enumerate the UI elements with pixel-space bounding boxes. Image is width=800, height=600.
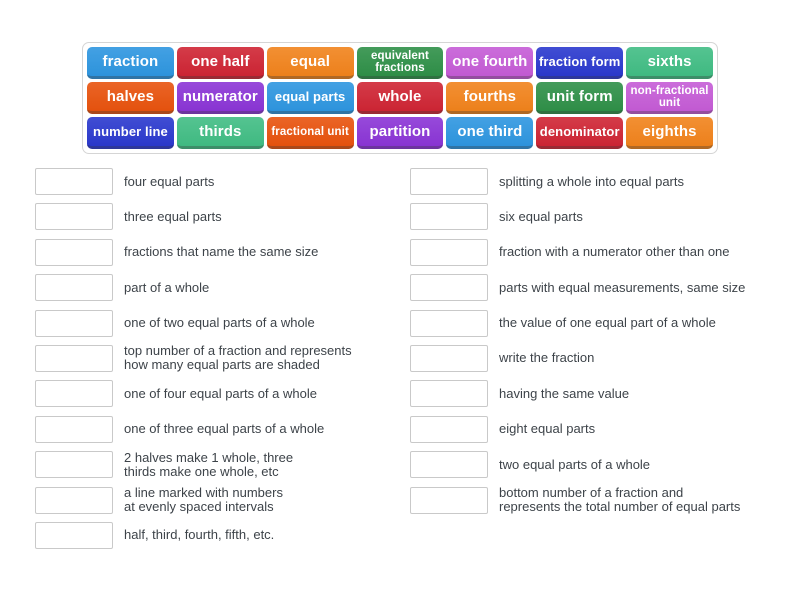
match-item-text: fraction with a numerator other than one	[499, 244, 730, 260]
answer-slot[interactable]	[410, 380, 488, 408]
word-tile[interactable]: numerator	[176, 82, 264, 114]
match-row: fractions that name the same size	[35, 238, 352, 266]
match-item-text: eight equal parts	[499, 421, 596, 437]
word-tile[interactable]: equivalent fractions	[356, 47, 444, 79]
word-tile[interactable]: fractional unit	[266, 117, 354, 149]
match-item-text: six equal parts	[499, 208, 583, 224]
word-tile[interactable]: number line	[87, 117, 174, 149]
answer-slot[interactable]	[35, 274, 113, 302]
match-item-text: half, third, fourth, fifth, etc.	[124, 527, 275, 543]
match-item-text: four equal parts	[124, 173, 215, 189]
answer-slot[interactable]	[35, 203, 113, 231]
match-item-text: bottom number of a fraction and represen…	[499, 485, 741, 515]
match-item-text: a line marked with numbers at evenly spa…	[124, 485, 283, 515]
match-item-text: one of three equal parts of a whole	[124, 421, 325, 437]
word-tile[interactable]: equal	[266, 47, 354, 79]
match-row: parts with equal measurements, same size	[410, 274, 746, 302]
match-column-left: four equal parts three equal parts fractio…	[35, 168, 352, 557]
match-row: having the same value	[410, 380, 745, 408]
word-tile[interactable]: thirds	[176, 117, 264, 149]
answer-slot[interactable]	[410, 486, 488, 514]
match-item-text: one of two equal parts of a whole	[124, 315, 315, 331]
word-tile[interactable]: denominator	[536, 117, 624, 149]
answer-slot[interactable]	[35, 415, 113, 443]
answer-slot[interactable]	[35, 168, 113, 195]
match-row: one of two equal parts of a whole	[35, 309, 352, 337]
match-row: a line marked with numbers at evenly spa…	[35, 485, 352, 515]
answer-slot[interactable]	[410, 203, 488, 231]
answer-slot[interactable]	[410, 451, 488, 479]
match-row: bottom number of a fraction and represen…	[410, 485, 745, 515]
word-tile[interactable]: halves	[87, 82, 174, 114]
answer-slot[interactable]	[410, 309, 488, 337]
word-tile[interactable]: one third	[446, 117, 534, 149]
match-row: one of four equal parts of a whole	[35, 380, 352, 408]
answer-slot[interactable]	[35, 238, 113, 266]
answer-slot[interactable]	[35, 521, 113, 549]
answer-slot[interactable]	[410, 274, 488, 302]
match-row: fraction with a numerator other than one	[410, 238, 745, 266]
answer-slot[interactable]	[410, 238, 488, 266]
match-item-text: fractions that name the same size	[124, 244, 319, 260]
match-row: six equal parts	[410, 203, 745, 231]
answer-slot[interactable]	[410, 415, 488, 443]
word-tile[interactable]: sixths	[626, 47, 713, 79]
word-tile[interactable]: eighths	[626, 117, 713, 149]
word-tile[interactable]: fraction	[87, 47, 174, 79]
answer-slot[interactable]	[410, 168, 488, 195]
match-row: the value of one equal part of a whole	[410, 309, 745, 337]
match-row: part of a whole	[35, 274, 352, 302]
match-item-text: one of four equal parts of a whole	[124, 385, 317, 401]
word-bank: fraction one half equal equivalent fraction…	[82, 42, 718, 154]
match-item-text: three equal parts	[124, 208, 222, 224]
match-row: eight equal parts	[410, 415, 745, 443]
answer-slot[interactable]	[35, 380, 113, 408]
match-row: top number of a fraction and represents …	[35, 343, 352, 373]
word-tile[interactable]: fourths	[446, 82, 534, 114]
answer-slot[interactable]	[35, 344, 113, 372]
match-item-text: part of a whole	[124, 279, 210, 295]
match-item-text: having the same value	[499, 385, 630, 401]
word-tile[interactable]: fraction form	[536, 47, 624, 79]
word-tile[interactable]: partition	[356, 117, 444, 149]
word-tile[interactable]: equal parts	[266, 82, 354, 114]
word-tile[interactable]: unit form	[536, 82, 624, 114]
match-item-text: write the fraction	[499, 350, 595, 366]
answer-slot[interactable]	[35, 451, 113, 479]
match-item-text: two equal parts of a whole	[499, 456, 651, 472]
match-row: four equal parts	[35, 168, 352, 195]
match-row: 2 halves make 1 whole, three thirds make…	[35, 449, 352, 479]
match-row: half, third, fourth, fifth, etc.	[35, 521, 352, 549]
match-item-text: the value of one equal part of a whole	[499, 315, 716, 331]
match-row: one of three equal parts of a whole	[35, 415, 352, 443]
match-row: write the fraction	[410, 344, 745, 372]
match-item-text: parts with equal measurements, same size	[499, 279, 746, 295]
match-row: three equal parts	[35, 203, 352, 231]
word-tile[interactable]: one half	[176, 47, 264, 79]
match-row: splitting a whole into equal parts	[410, 168, 745, 195]
word-tile[interactable]: one fourth	[446, 47, 534, 79]
word-tile[interactable]: whole	[356, 82, 444, 114]
match-item-text: top number of a fraction and represents …	[124, 343, 352, 373]
match-item-text: 2 halves make 1 whole, three thirds make…	[124, 449, 294, 479]
match-column-right: splitting a whole into equal parts six eq…	[410, 168, 745, 522]
word-bank-grid: fraction one half equal equivalent fraction…	[87, 47, 713, 149]
answer-slot[interactable]	[410, 344, 488, 372]
answer-slot[interactable]	[35, 486, 113, 514]
answer-slot[interactable]	[35, 309, 113, 337]
match-item-text: splitting a whole into equal parts	[499, 173, 685, 189]
word-tile[interactable]: non-fractional unit	[626, 82, 713, 114]
match-row: two equal parts of a whole	[410, 451, 745, 479]
